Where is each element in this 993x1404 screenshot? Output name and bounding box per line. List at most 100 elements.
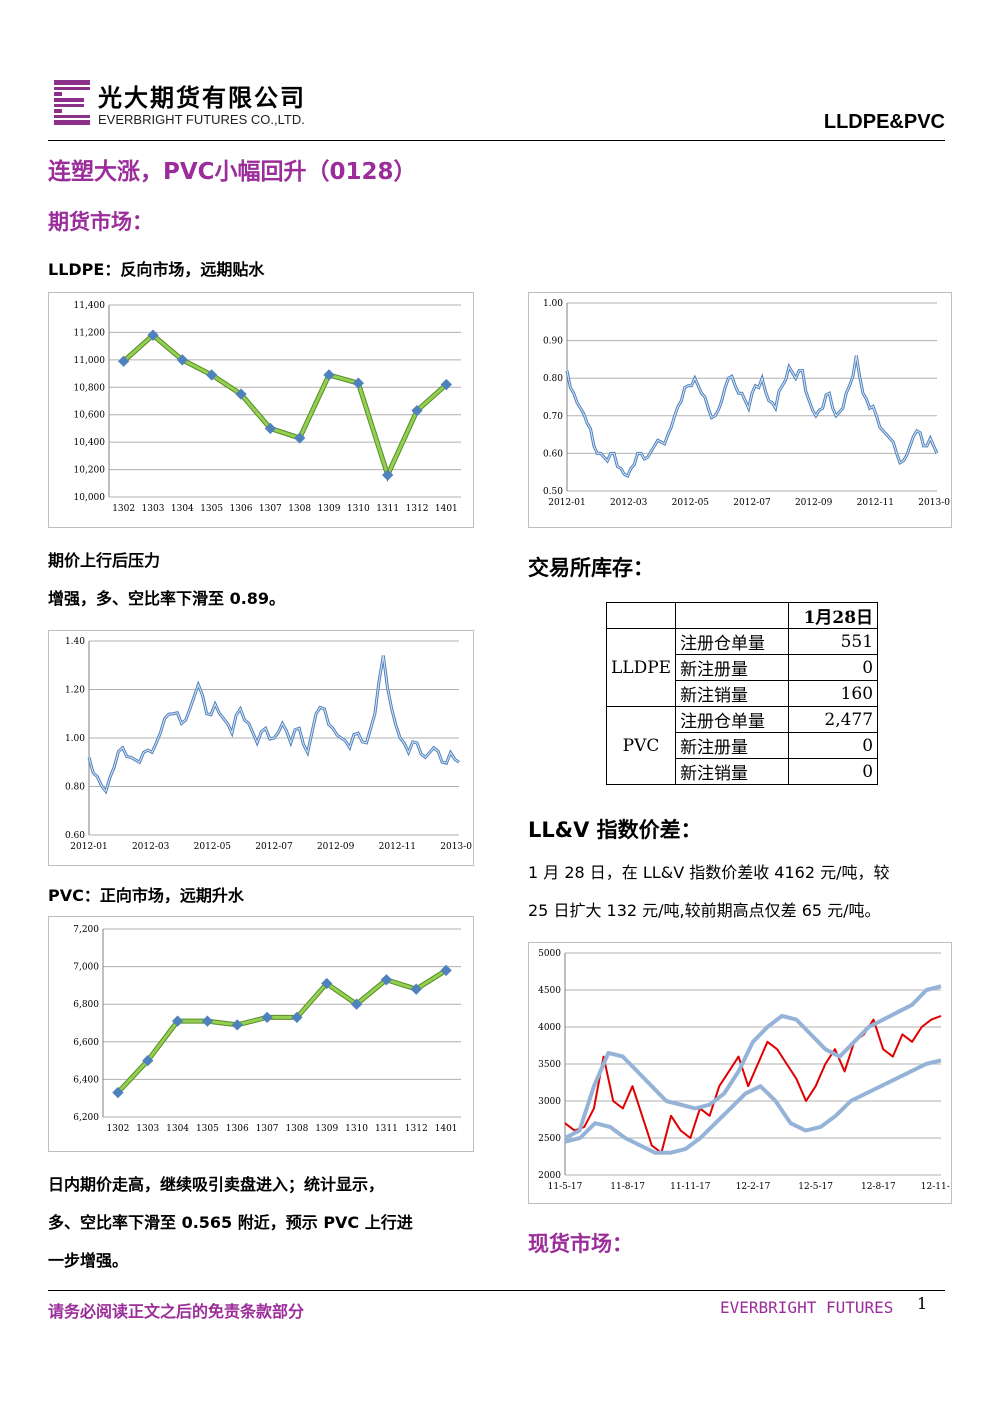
x-tick-label: 1309 [315, 1124, 338, 1134]
y-tick-label: 0.70 [543, 412, 563, 422]
lldpe-text-1: 期价上行后压力 [48, 551, 161, 570]
y-tick-label: 10,400 [74, 438, 106, 448]
table-row: 新注册量 0 [607, 654, 879, 681]
data-point [264, 422, 276, 435]
x-tick-label: 2012-09 [317, 842, 355, 852]
section-spread: LL&V 指数价差： [528, 818, 702, 842]
series-line-outline [87, 655, 460, 795]
footer-rule [48, 1290, 945, 1291]
x-tick-label: 2012-09 [795, 498, 833, 508]
y-tick-label: 7,000 [73, 963, 99, 973]
series-line-outline [116, 968, 448, 1095]
series-line-2 [564, 1058, 942, 1155]
y-tick-label: 2500 [538, 1134, 561, 1144]
company-logo-icon [52, 78, 92, 126]
x-tick-label: 1306 [226, 1124, 249, 1134]
pvc-text-3: 一步增强。 [48, 1251, 129, 1270]
y-tick-label: 5000 [538, 949, 561, 959]
y-tick-label: 11,200 [74, 328, 106, 338]
row-label: 新注册量 [675, 654, 790, 681]
y-tick-label: 1.40 [65, 637, 85, 647]
series-line-1 [564, 984, 942, 1140]
y-tick-label: 0.90 [543, 337, 563, 347]
x-tick-label: 11-5-17 [548, 1182, 583, 1192]
y-tick-label: 0.60 [65, 831, 85, 841]
y-tick-label: 10,000 [74, 493, 106, 503]
table-row: 新注销量 160 [607, 680, 879, 707]
x-tick-label: 2013-01 [440, 842, 473, 852]
data-point [294, 432, 306, 444]
x-tick-label: 2012-01 [548, 498, 585, 508]
y-tick-label: 11,400 [74, 301, 106, 311]
x-tick-label: 1305 [196, 1124, 219, 1134]
y-tick-label: 4500 [538, 986, 561, 996]
report-tag: LLDPE&PVC [823, 111, 945, 133]
x-tick-label: 1306 [230, 504, 253, 514]
pvc-text-1: 日内期价走高，继续吸引卖盘进入；统计显示， [48, 1175, 385, 1194]
row-label: 新注册量 [675, 732, 790, 759]
y-tick-label: 0.60 [543, 449, 563, 459]
header-rule [48, 140, 945, 141]
y-tick-label: 11,000 [74, 356, 106, 366]
row-label: 注册仓单量 [675, 706, 790, 733]
y-tick-label: 0.80 [65, 783, 85, 793]
inventory-table: 1月28日 LLDPE 注册仓单量 551 新注册量 0 新注销量 160 PV… [605, 602, 879, 785]
series-line [116, 969, 447, 1094]
lldpe-curve-chart: 10,000 10,200 10,400 10,600 10,800 11,000 11,2… [48, 292, 474, 528]
series-line [122, 333, 448, 480]
x-tick-label: 1311 [376, 504, 399, 514]
x-tick-label: 12-5-17 [798, 1182, 833, 1192]
x-tick-label: 1401 [435, 504, 458, 514]
footer-brand: EVERBRIGHT FUTURES [720, 1298, 894, 1317]
x-tick-label: 11-11-17 [670, 1182, 711, 1192]
row-label: 新注销量 [675, 758, 790, 785]
x-tick-label: 1303 [142, 504, 165, 514]
pvc-curve-chart: 6,200 6,400 6,600 6,800 7,000 7,200 1302 1303 13… [48, 916, 474, 1152]
pvc-text-2: 多、空比率下滑至 0.565 附近，预示 PVC 上行进 [48, 1213, 413, 1232]
spread-text-2: 25 日扩大 132 元/吨,较前期高点仅差 65 元/吨。 [528, 901, 881, 920]
section-inventory: 交易所库存： [528, 556, 654, 580]
data-point [201, 1015, 214, 1027]
y-tick-label: 4000 [538, 1023, 561, 1033]
x-tick-label: 1302 [106, 1124, 129, 1134]
group-name: PVC [605, 706, 677, 785]
x-tick-label: 2012-05 [672, 498, 710, 508]
y-tick-label: 7,200 [73, 925, 99, 935]
table-row: 新注销量 0 [607, 758, 879, 785]
x-tick-label: 2012-07 [733, 498, 771, 508]
x-tick-label: 2012-11 [379, 842, 416, 852]
x-tick-label: 1307 [256, 1124, 279, 1134]
report-title: 连塑大涨，PVC小幅回升（0128） [48, 159, 417, 185]
footer-disclaimer: 请务必阅读正文之后的免责条款部分 [48, 1302, 305, 1321]
y-tick-label: 10,600 [74, 411, 106, 421]
x-tick-label: 2012-03 [132, 842, 170, 852]
date-header: 1月28日 [788, 602, 879, 629]
series-line-0 [564, 1014, 942, 1154]
x-tick-label: 12-8-17 [861, 1182, 896, 1192]
table-row: PVC 注册仓单量 2,477 [605, 706, 879, 785]
table-header-row: 1月28日 [605, 602, 879, 629]
data-point [231, 1019, 243, 1031]
x-tick-label: 2012-07 [255, 842, 293, 852]
x-tick-label: 1310 [345, 1124, 368, 1134]
row-value: 160 [788, 680, 879, 707]
row-label: 注册仓单量 [675, 628, 790, 655]
pvc-ratio-chart: 0.60 0.80 1.00 1.20 1.40 2012-01 2012-03 2012-0… [48, 630, 474, 866]
company-name-cn: 光大期货有限公司 [98, 83, 306, 112]
table-row: 新注册量 0 [607, 732, 879, 759]
spread-text-1: 1 月 28 日，在 LL&V 指数价差收 4162 元/吨，较 [528, 863, 890, 882]
x-tick-label: 1311 [375, 1124, 398, 1134]
row-label: 新注销量 [675, 680, 790, 707]
y-tick-label: 0.80 [543, 374, 563, 384]
lldpe-heading: LLDPE：反向市场，远期贴水 [48, 260, 265, 279]
row-value: 2,477 [788, 706, 879, 733]
data-point [410, 983, 422, 995]
data-point [206, 369, 218, 381]
x-tick-label: 2012-11 [857, 498, 894, 508]
row-value: 0 [788, 758, 879, 785]
x-tick-label: 1304 [166, 1124, 189, 1134]
company-name-en: EVERBRIGHT FUTURES CO.,LTD. [98, 112, 305, 127]
row-value: 0 [788, 732, 879, 759]
x-tick-label: 1307 [259, 504, 282, 514]
x-tick-label: 1302 [112, 504, 135, 514]
